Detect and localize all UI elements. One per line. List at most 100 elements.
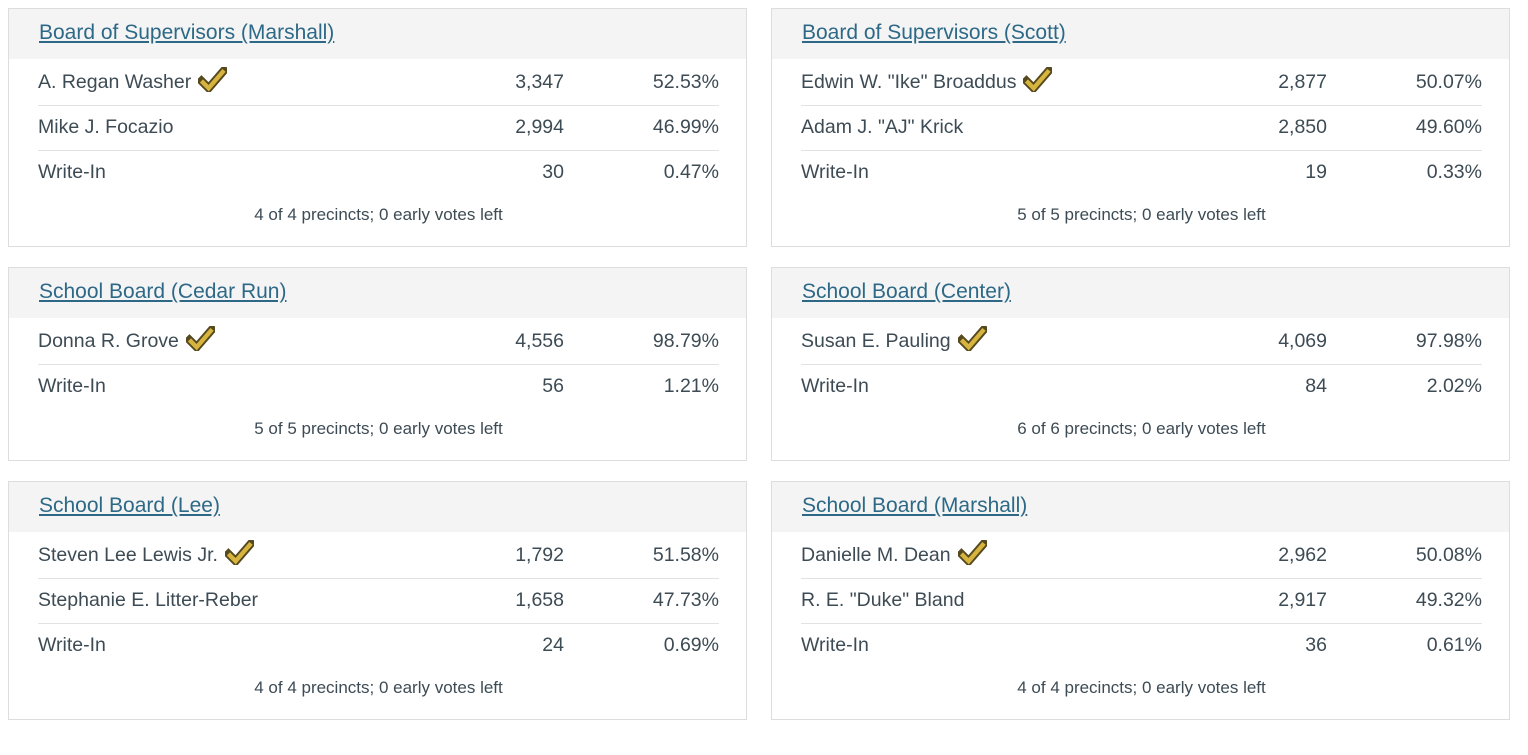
race-results: Steven Lee Lewis Jr. 1,792 51.58% Stepha…: [9, 532, 746, 719]
winner-check-icon: [957, 540, 987, 565]
vote-percent: 0.47%: [663, 161, 719, 183]
candidate-row: Donna R. Grove 4,556 98.79%: [38, 319, 719, 365]
precincts-status: 5 of 5 precincts; 0 early votes left: [1017, 205, 1266, 224]
candidate-name-wrap: Mike J. Focazio: [38, 115, 434, 139]
race-title-link[interactable]: School Board (Lee): [39, 494, 220, 517]
candidate-row: A. Regan Washer 3,347 52.53%: [38, 60, 719, 106]
candidate-name: A. Regan Washer: [38, 70, 192, 93]
candidate-name: Edwin W. "Ike" Broaddus: [801, 70, 1017, 93]
winner-check-icon: [224, 540, 254, 565]
vote-percent: 46.99%: [652, 116, 719, 138]
vote-count: 24: [542, 634, 564, 656]
candidate-row: Susan E. Pauling 4,069 97.98%: [801, 319, 1482, 365]
race-title-link[interactable]: Board of Supervisors (Marshall): [39, 21, 335, 44]
candidate-name: Write-In: [801, 161, 869, 183]
candidate-name-wrap: Write-In: [38, 160, 434, 184]
candidate-row: Write-In 56 1.21%: [38, 365, 719, 409]
race-card: Board of Supervisors (Marshall) A. Regan…: [8, 8, 747, 247]
candidate-rows: Edwin W. "Ike" Broaddus 2,877 50.07% Ada…: [801, 60, 1482, 195]
vote-percent: 50.08%: [1415, 543, 1482, 566]
vote-percent: 50.07%: [1415, 70, 1482, 93]
candidate-name-wrap: Stephanie E. Litter-Reber: [38, 588, 434, 612]
candidate-row: Write-In 30 0.47%: [38, 151, 719, 195]
vote-count: 1,792: [515, 543, 564, 566]
race-title-link[interactable]: School Board (Marshall): [802, 494, 1028, 517]
race-results: Donna R. Grove 4,556 98.79% Write-In 56 …: [9, 318, 746, 460]
race-card: School Board (Marshall) Danielle M. Dean…: [771, 481, 1510, 720]
candidate-row: Write-In 19 0.33%: [801, 151, 1482, 195]
candidate-rows: Susan E. Pauling 4,069 97.98% Write-In 8…: [801, 319, 1482, 409]
candidate-name-wrap: Edwin W. "Ike" Broaddus: [801, 67, 1197, 94]
candidate-name-wrap: Write-In: [801, 160, 1197, 184]
candidate-row: Write-In 24 0.69%: [38, 624, 719, 668]
vote-count: 56: [542, 375, 564, 397]
vote-count: 1,658: [515, 589, 564, 611]
candidate-name: Adam J. "AJ" Krick: [801, 116, 964, 138]
candidate-rows: Danielle M. Dean 2,962 50.08% R. E. "Duk…: [801, 533, 1482, 668]
vote-count: 3,347: [515, 70, 564, 93]
vote-count: 2,962: [1278, 543, 1327, 566]
race-header: Board of Supervisors (Scott): [772, 9, 1509, 59]
vote-percent: 98.79%: [652, 329, 719, 352]
race-card: School Board (Lee) Steven Lee Lewis Jr. …: [8, 481, 747, 720]
candidate-rows: A. Regan Washer 3,347 52.53% Mike J. Foc…: [38, 60, 719, 195]
candidate-rows: Steven Lee Lewis Jr. 1,792 51.58% Stepha…: [38, 533, 719, 668]
race-results: Danielle M. Dean 2,962 50.08% R. E. "Duk…: [772, 532, 1509, 719]
vote-count: 2,877: [1278, 70, 1327, 93]
race-header: School Board (Cedar Run): [9, 268, 746, 318]
candidate-name-wrap: Steven Lee Lewis Jr.: [38, 540, 434, 567]
vote-percent: 0.69%: [663, 634, 719, 656]
race-title-link[interactable]: School Board (Cedar Run): [39, 280, 287, 303]
candidate-name: Donna R. Grove: [38, 329, 179, 352]
vote-count: 19: [1305, 161, 1327, 183]
vote-percent: 49.32%: [1415, 589, 1482, 611]
candidate-name-wrap: Danielle M. Dean: [801, 540, 1197, 567]
candidate-row: Mike J. Focazio 2,994 46.99%: [38, 106, 719, 151]
candidate-row: Stephanie E. Litter-Reber 1,658 47.73%: [38, 579, 719, 624]
candidate-name-wrap: Write-In: [38, 374, 434, 398]
race-header: School Board (Lee): [9, 482, 746, 532]
candidate-name-wrap: Write-In: [38, 633, 434, 657]
race-header: School Board (Center): [772, 268, 1509, 318]
vote-percent: 51.58%: [652, 543, 719, 566]
candidate-row: Write-In 36 0.61%: [801, 624, 1482, 668]
candidate-name: Steven Lee Lewis Jr.: [38, 543, 218, 566]
vote-count: 36: [1305, 634, 1327, 656]
candidate-name: Danielle M. Dean: [801, 543, 951, 566]
vote-count: 4,069: [1278, 329, 1327, 352]
vote-count: 4,556: [515, 329, 564, 352]
vote-count: 2,917: [1278, 589, 1327, 611]
winner-check-icon: [198, 67, 228, 92]
candidate-row: Edwin W. "Ike" Broaddus 2,877 50.07%: [801, 60, 1482, 106]
vote-count: 2,850: [1278, 116, 1327, 138]
vote-percent: 49.60%: [1415, 116, 1482, 138]
candidate-name: Mike J. Focazio: [38, 116, 174, 138]
candidate-name: Write-In: [801, 634, 869, 656]
candidate-name: Susan E. Pauling: [801, 329, 951, 352]
race-results: Edwin W. "Ike" Broaddus 2,877 50.07% Ada…: [772, 59, 1509, 246]
precincts-status: 4 of 4 precincts; 0 early votes left: [254, 205, 503, 224]
candidate-row: Steven Lee Lewis Jr. 1,792 51.58%: [38, 533, 719, 579]
winner-check-icon: [1023, 67, 1053, 92]
race-title-link[interactable]: Board of Supervisors (Scott): [802, 21, 1066, 44]
race-card: School Board (Center) Susan E. Pauling 4…: [771, 267, 1510, 461]
race-header: Board of Supervisors (Marshall): [9, 9, 746, 59]
candidate-row: Write-In 84 2.02%: [801, 365, 1482, 409]
winner-check-icon: [957, 326, 987, 351]
candidate-name-wrap: Write-In: [801, 633, 1197, 657]
candidate-name-wrap: Adam J. "AJ" Krick: [801, 115, 1197, 139]
vote-percent: 47.73%: [652, 589, 719, 611]
candidate-name: Write-In: [801, 375, 869, 397]
vote-percent: 2.02%: [1426, 375, 1482, 397]
candidate-name-wrap: Donna R. Grove: [38, 326, 434, 353]
vote-count: 2,994: [515, 116, 564, 138]
race-card: School Board (Cedar Run) Donna R. Grove …: [8, 267, 747, 461]
candidate-name: Write-In: [38, 634, 106, 656]
race-results: A. Regan Washer 3,347 52.53% Mike J. Foc…: [9, 59, 746, 246]
race-title-link[interactable]: School Board (Center): [802, 280, 1011, 303]
candidate-name-wrap: Write-In: [801, 374, 1197, 398]
vote-count: 84: [1305, 375, 1327, 397]
precincts-status: 5 of 5 precincts; 0 early votes left: [254, 419, 503, 438]
vote-percent: 97.98%: [1415, 329, 1482, 352]
candidate-name: Write-In: [38, 161, 106, 183]
